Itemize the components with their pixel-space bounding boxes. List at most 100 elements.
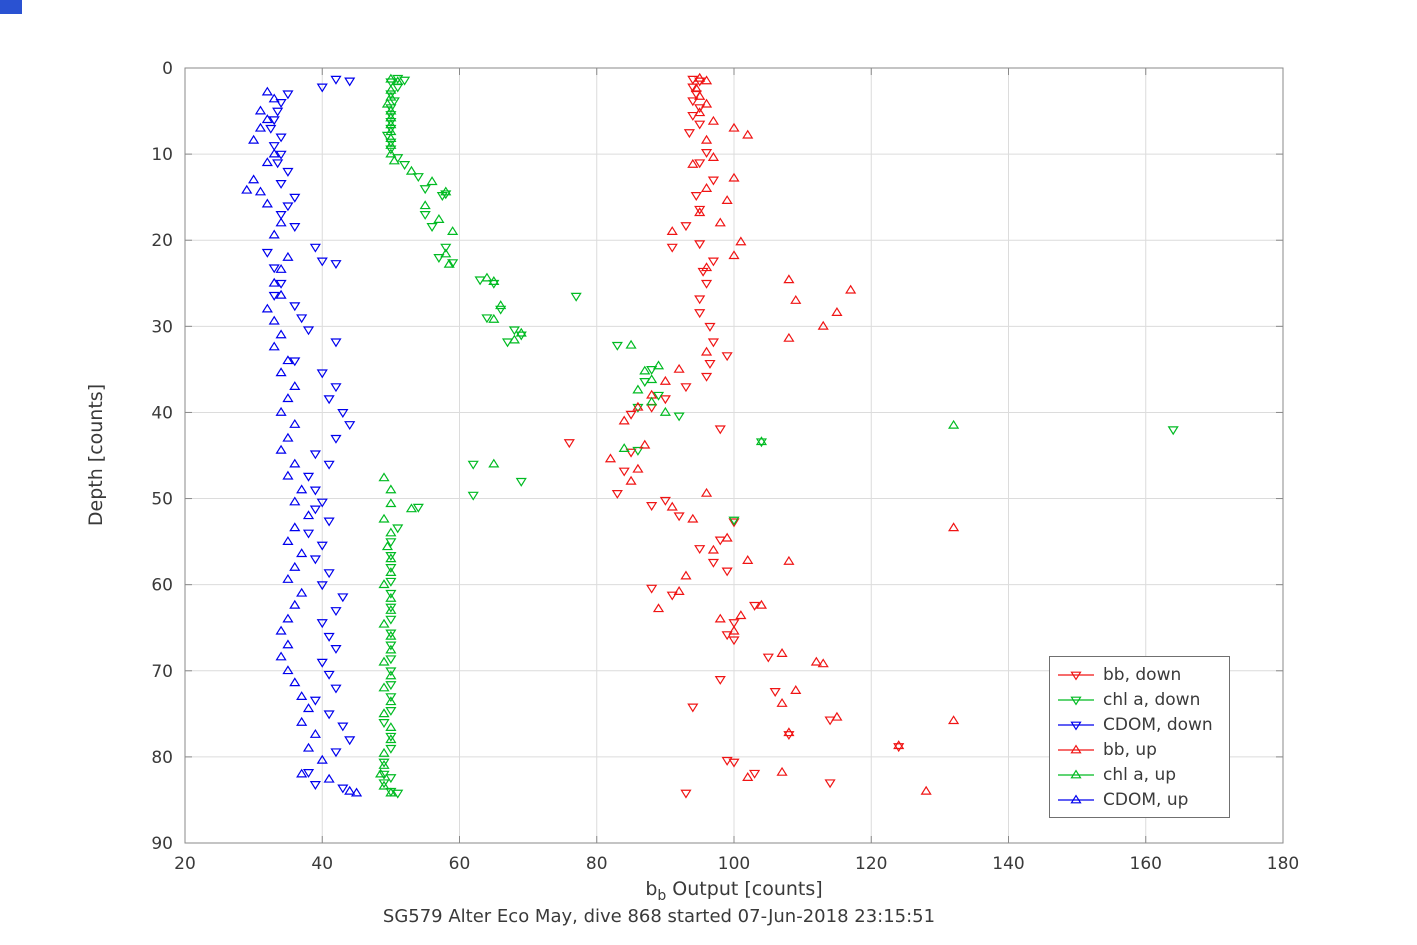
data-point	[385, 693, 397, 703]
data-point	[337, 593, 349, 603]
data-point	[323, 517, 335, 527]
data-point	[440, 248, 452, 258]
data-point	[275, 406, 287, 416]
data-point	[350, 787, 363, 797]
data-point	[728, 172, 740, 182]
data-point	[488, 313, 500, 323]
data-point	[337, 784, 349, 794]
data-point	[248, 174, 260, 184]
data-point	[817, 658, 829, 668]
data-point	[405, 503, 418, 513]
data-point	[378, 618, 390, 628]
data-point	[378, 579, 390, 589]
data-point	[700, 279, 713, 289]
data-point	[673, 512, 685, 522]
data-point	[268, 116, 280, 126]
data-point	[272, 159, 284, 169]
data-point	[385, 732, 397, 742]
legend-entry: bb, up	[1056, 737, 1229, 762]
data-point	[385, 551, 397, 561]
data-point	[948, 522, 960, 532]
data-point	[316, 619, 328, 629]
data-point	[824, 779, 836, 789]
data-point	[652, 603, 665, 613]
data-point	[385, 148, 397, 158]
data-point	[323, 773, 335, 783]
data-point	[337, 722, 349, 732]
data-point	[646, 502, 658, 511]
data-point	[426, 223, 438, 232]
y-tick-label: 70	[151, 662, 173, 682]
data-point	[639, 365, 651, 375]
data-point	[296, 691, 308, 701]
data-point	[381, 541, 394, 551]
data-point	[289, 496, 301, 506]
data-point	[625, 339, 637, 349]
data-point	[680, 383, 692, 393]
data-point	[289, 193, 301, 203]
data-point	[309, 450, 321, 460]
x-tick-label: 80	[586, 854, 608, 874]
data-point	[385, 670, 397, 680]
data-point	[275, 217, 287, 227]
data-point	[1167, 426, 1179, 436]
data-point	[707, 152, 719, 161]
data-point	[419, 185, 431, 195]
data-point	[659, 496, 671, 506]
data-point	[687, 703, 699, 713]
y-tick-label: 10	[151, 145, 173, 165]
data-point	[680, 789, 692, 799]
data-point	[316, 257, 328, 267]
data-point	[385, 734, 397, 744]
data-point	[728, 619, 740, 629]
data-point	[666, 226, 678, 236]
data-point	[405, 165, 418, 175]
data-point	[254, 105, 267, 115]
data-point	[742, 772, 754, 781]
data-point	[385, 138, 397, 148]
data-point	[646, 584, 658, 594]
data-point	[261, 248, 273, 258]
data-point	[625, 448, 637, 458]
data-point	[323, 632, 335, 642]
data-point	[707, 338, 719, 348]
data-point	[289, 223, 301, 232]
data-point	[282, 393, 294, 403]
data-point	[810, 656, 822, 666]
data-point	[388, 155, 400, 165]
triangle-up-icon	[1058, 768, 1094, 778]
data-point	[714, 613, 726, 623]
data-point	[673, 412, 685, 422]
legend-label: bb, down	[1103, 664, 1182, 685]
data-point	[385, 603, 397, 613]
data-point	[316, 541, 328, 551]
data-point	[385, 564, 397, 573]
data-point	[309, 728, 321, 738]
data-point	[282, 613, 294, 623]
data-point	[742, 555, 754, 564]
data-point	[330, 607, 342, 617]
data-point	[309, 505, 321, 515]
data-point	[690, 83, 702, 93]
data-point	[330, 644, 342, 654]
data-point	[275, 289, 287, 299]
data-point	[275, 150, 287, 160]
data-point	[700, 148, 713, 158]
data-point	[433, 214, 445, 223]
triangle-down-icon	[1058, 671, 1094, 681]
data-point	[687, 513, 699, 523]
data-point	[268, 148, 280, 158]
data-point	[309, 781, 321, 790]
y-tick-label: 80	[151, 748, 173, 768]
data-point	[845, 284, 857, 294]
data-point	[707, 176, 719, 186]
data-point	[604, 453, 617, 463]
data-point	[275, 367, 287, 377]
data-point	[289, 599, 301, 609]
data-point	[385, 681, 397, 691]
triangle-down-icon	[1058, 696, 1094, 706]
data-point	[467, 491, 479, 501]
data-point	[419, 210, 431, 220]
